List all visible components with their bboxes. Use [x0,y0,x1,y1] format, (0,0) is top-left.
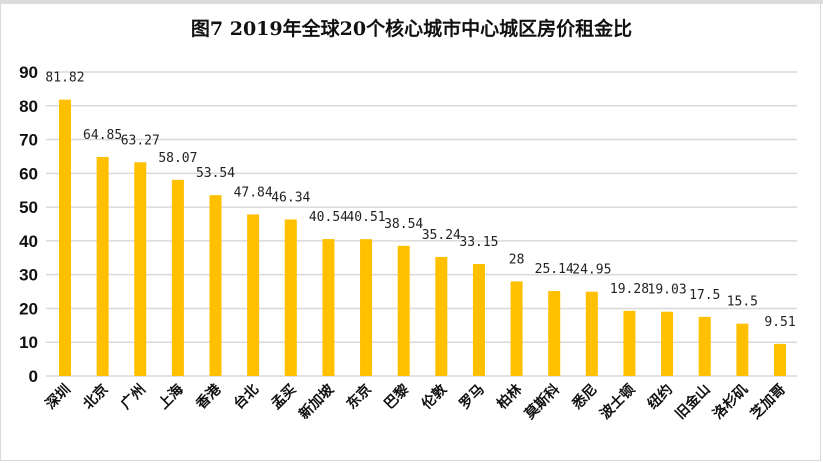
bar [736,323,749,376]
data-label: 19.03 [648,283,687,298]
x-tick-label: 波士顿 [597,381,639,423]
y-tick-label: 60 [19,164,38,183]
data-label: 46.34 [271,190,310,205]
x-tick-label: 洛杉矶 [709,381,751,423]
x-tick-label: 莫斯科 [521,381,563,423]
x-tick-label: 上海 [155,381,187,413]
bar [397,245,410,376]
x-tick-label: 柏林 [494,381,526,413]
y-axis-ticks: 0 10 20 30 40 50 60 70 80 90 [19,63,38,386]
bar [360,239,373,376]
bar [661,311,674,376]
bar [322,239,335,376]
bar [472,264,485,376]
y-tick-label: 80 [19,97,38,116]
y-tick-label: 70 [19,131,38,150]
bar [209,195,222,376]
data-label: 9.51 [764,315,795,330]
top-border [0,0,823,4]
x-tick-label: 深圳 [42,381,74,413]
data-label: 38.54 [384,217,423,232]
chart-title: 图7 2019年全球20个核心城市中心城区房价租金比 [190,18,633,40]
x-tick-label: 罗马 [457,382,488,413]
y-tick-label: 50 [19,198,38,217]
bar [510,281,523,376]
y-tick-label: 30 [19,266,38,285]
bar [247,214,260,376]
x-tick-label: 香港 [192,380,225,413]
data-label: 33.15 [459,235,498,250]
data-label: 35.24 [422,228,461,243]
data-label: 17.5 [689,288,720,303]
y-tick-label: 90 [19,63,38,82]
x-tick-label: 东京 [343,381,375,413]
bar [134,162,147,376]
bar [548,291,561,376]
x-tick-label: 台北 [230,381,262,413]
x-tick-label: 新加坡 [296,380,338,422]
data-label: 63.27 [121,133,160,148]
bars [59,99,786,376]
data-label: 15.5 [727,295,758,310]
x-tick-label: 纽约 [644,381,676,413]
x-tick-label: 芝加哥 [747,381,789,423]
x-tick-label: 伦敦 [418,380,451,413]
data-label: 40.54 [309,210,348,225]
x-tick-label: 孟买 [269,382,300,413]
y-tick-label: 20 [19,299,38,318]
y-tick-label: 10 [19,333,38,352]
y-tick-label: 40 [19,232,38,251]
x-tick-label: 北京 [80,381,112,413]
data-label: 81.82 [45,71,84,86]
x-tick-label: 广州 [117,381,149,413]
data-label: 64.85 [83,128,122,143]
data-label: 19.28 [610,282,649,297]
bar [284,219,297,376]
data-label: 40.51 [346,210,385,225]
x-tick-label: 旧金山 [672,381,714,423]
bar [59,99,71,376]
x-tick-label: 悉尼 [568,381,601,414]
y-tick-label: 0 [29,367,38,386]
data-label: 24.95 [572,263,611,278]
bar [171,179,184,376]
bar [585,291,598,376]
data-label: 25.14 [535,262,574,277]
bar [435,256,448,376]
bar [96,156,109,376]
data-label: 58.07 [158,151,197,166]
bar [698,316,711,376]
bar [623,310,636,376]
data-label: 47.84 [234,185,273,200]
data-label: 53.54 [196,166,235,181]
x-tick-label: 巴黎 [381,381,413,413]
data-label: 28 [509,252,525,267]
bar [774,343,786,376]
